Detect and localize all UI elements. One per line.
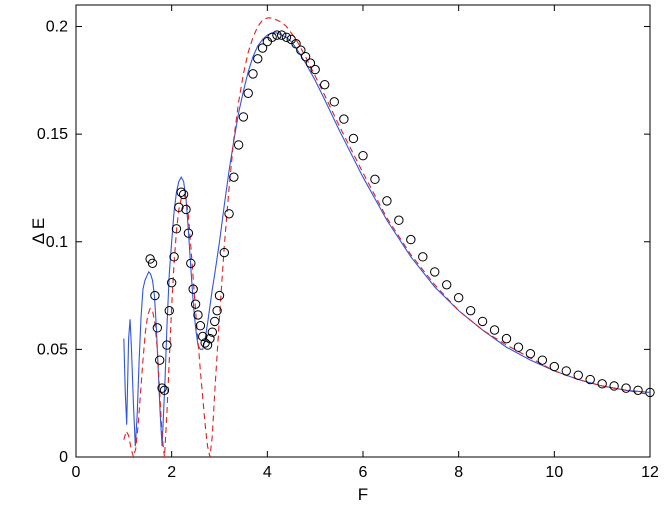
data-point [370,174,380,185]
data-point [147,258,158,268]
data-point [214,290,225,301]
data-point [257,43,268,53]
data-point [621,383,631,393]
x-tick-label: 0 [72,464,81,481]
data-point [573,370,583,380]
data-point [183,228,194,238]
y-tick-label: 0.15 [37,126,68,143]
data-point [181,204,191,215]
plot-area [75,4,651,458]
data-point [224,209,234,219]
data-point [272,30,282,40]
data-point [513,342,524,352]
data-point [238,112,249,122]
y-tick-label: 0.2 [46,19,68,36]
series-line-dashed [123,17,651,460]
data-point [329,97,339,107]
data-point [609,381,619,391]
data-point [406,234,416,245]
data-point [212,305,222,316]
data-point [489,325,500,335]
data-point [205,333,215,344]
data-point [501,333,512,344]
x-tick-label: 12 [641,464,659,481]
data-point [233,140,244,150]
data-point [164,305,174,316]
data-point [296,45,306,55]
series-layer [123,17,655,460]
data-point [195,321,206,331]
data-point [281,32,292,42]
data-point [157,383,167,393]
series-line-solid [123,32,651,447]
data-point [210,316,220,327]
data-point [645,387,655,398]
series-markers [145,30,655,398]
data-point [169,252,179,262]
x-tick-label: 2 [167,464,176,481]
data-point [358,150,368,161]
data-point [276,30,287,40]
x-tick-label: 6 [359,464,368,481]
data-point [549,361,560,372]
data-point [394,215,404,225]
y-axis-label: Δ E [29,218,48,244]
data-point [300,51,311,62]
data-point [176,187,186,197]
data-point [633,385,643,395]
data-point [597,379,607,389]
data-point [178,189,189,200]
data-point [291,39,301,49]
data-point [348,133,359,144]
data-point [248,69,258,79]
data-point [190,299,201,309]
data-point [305,58,316,68]
data-point [453,293,464,303]
data-point [193,310,203,320]
data-point [339,114,349,124]
data-point [166,277,177,288]
data-point [537,355,548,365]
x-tick-label: 4 [263,464,272,481]
y-tick-label: 0.05 [37,341,68,358]
data-point [418,252,428,262]
data-point [171,224,182,234]
data-point [382,196,392,206]
data-point [202,340,213,350]
data-point [267,32,277,42]
data-point [162,340,172,350]
data-point [253,54,263,64]
data-point [150,290,160,301]
data-point [243,88,253,98]
data-point [198,331,208,342]
data-point [219,247,229,258]
data-point [320,79,330,90]
data-point [442,280,452,290]
ticks-layer: 0 2 4 6 8 10 12 0 0.05 0.1 0.15 0.2 [37,5,659,481]
data-point [159,385,170,395]
data-point [152,323,163,333]
data-point [229,172,239,182]
y-tick-label: 0.1 [46,234,68,251]
data-point [477,316,488,327]
data-point [585,374,595,385]
data-point [186,258,196,268]
y-tick-label: 0 [59,449,68,466]
data-point [155,355,165,365]
data-point [430,267,440,277]
data-point [174,202,184,213]
data-point [310,64,320,75]
x-axis-label: F [358,485,368,504]
data-point [561,366,571,376]
x-tick-label: 10 [545,464,563,481]
data-point [188,284,198,294]
x-tick-label: 8 [454,464,463,481]
data-point [525,348,536,359]
data-point [465,305,476,316]
data-point [207,327,218,337]
